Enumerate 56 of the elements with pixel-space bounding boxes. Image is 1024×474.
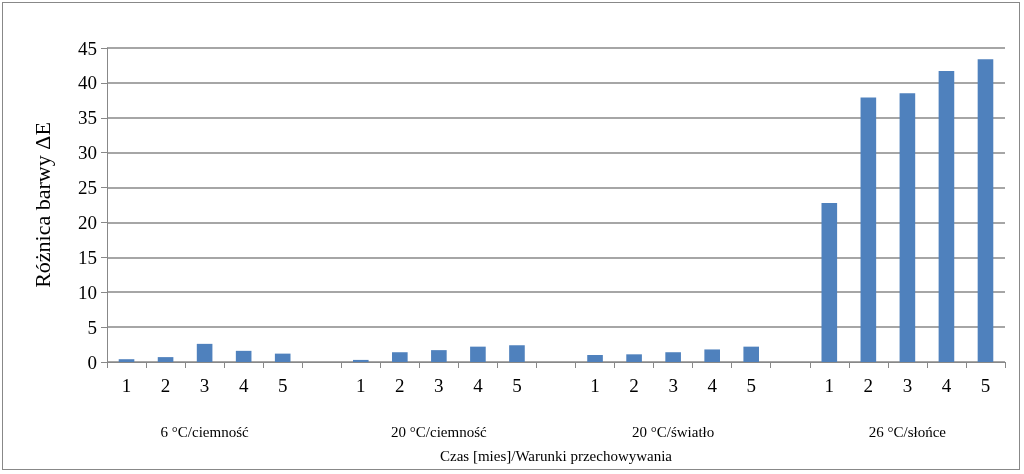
y-tick-label: 30 <box>78 142 97 164</box>
text: 6 °C/ciemność <box>160 423 249 440</box>
y-tick-label: 10 <box>78 281 97 303</box>
bar <box>938 71 955 362</box>
x-tick-label: 3 <box>199 375 210 396</box>
y-tick-label: 25 <box>78 177 97 199</box>
x-tick-label: 3 <box>434 375 444 396</box>
bar <box>352 359 369 362</box>
y-tick-label: 20 <box>78 211 97 233</box>
x-tick-label: 1 <box>824 375 835 396</box>
x-tick-label: 1 <box>356 375 366 396</box>
x-tick-label: 5 <box>980 375 991 396</box>
bar <box>899 93 916 362</box>
x-axis-title: Czas [mies]/Warunki przechowywania <box>439 447 673 464</box>
text: 26 °C/słońce <box>868 423 947 440</box>
y-tick-label: 15 <box>78 246 97 268</box>
bar <box>118 359 135 362</box>
y-tick-label: 40 <box>78 72 97 94</box>
x-tick-label: 5 <box>512 375 522 396</box>
x-tick-label: 3 <box>668 375 678 396</box>
y-tick-label: 35 <box>78 107 97 129</box>
y-tick-label: 45 <box>78 37 97 59</box>
bar <box>274 353 291 362</box>
x-tick-label: 2 <box>863 375 874 396</box>
x-tick-label: 4 <box>473 375 484 396</box>
bar <box>665 352 681 362</box>
bar <box>196 343 213 362</box>
bar <box>626 354 642 362</box>
bar <box>587 355 603 362</box>
bar <box>431 350 447 362</box>
x-tick-label: 4 <box>707 375 718 396</box>
x-tick-label: 3 <box>902 375 913 396</box>
bar <box>743 346 760 362</box>
text: 20 °C/światło <box>632 423 715 440</box>
x-tick-label: 1 <box>590 375 600 396</box>
bar <box>392 352 408 362</box>
x-tick-label: 4 <box>941 375 952 396</box>
bar <box>509 345 525 362</box>
y-tick-label: 0 <box>87 351 97 373</box>
x-tick-label: 2 <box>629 375 639 396</box>
y-tick-label: 5 <box>87 316 97 338</box>
bar <box>977 59 994 362</box>
x-tick-label: 2 <box>160 375 171 396</box>
x-tick-label: 1 <box>121 375 132 396</box>
bar <box>235 350 252 362</box>
x-tick-label: 5 <box>746 375 756 396</box>
bar <box>704 349 720 362</box>
text: 20 °C/ciemność <box>391 423 487 440</box>
bar <box>157 357 174 362</box>
bar <box>821 202 838 362</box>
x-tick-label: 5 <box>277 375 288 396</box>
x-tick-label: 2 <box>395 375 405 396</box>
bar <box>470 346 486 362</box>
y-axis-title: Różnica barwy ΔE <box>29 122 55 288</box>
bar <box>860 97 877 362</box>
x-tick-label: 4 <box>238 375 249 396</box>
